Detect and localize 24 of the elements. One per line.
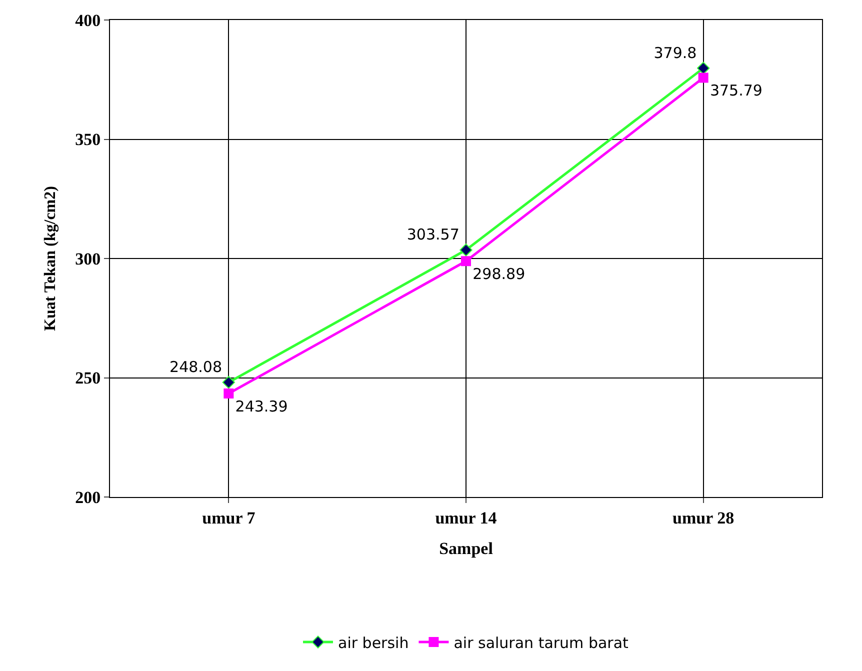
y-tick-label: 350 bbox=[75, 130, 101, 150]
data-label: 379.8 bbox=[654, 44, 697, 62]
data-label: 248.08 bbox=[170, 358, 222, 376]
y-axis-title: Kuat Tekan (kg/cm2) bbox=[42, 186, 59, 331]
point bbox=[698, 72, 708, 83]
point bbox=[224, 388, 234, 399]
y-tick-label: 200 bbox=[75, 488, 101, 507]
y-tick-label: 400 bbox=[75, 10, 101, 30]
y-tick-label: 300 bbox=[75, 249, 101, 268]
data-label: 303.57 bbox=[406, 226, 460, 244]
y-tick-label: 250 bbox=[75, 368, 101, 388]
x-tick-label: umur 14 bbox=[435, 508, 498, 528]
data-label: 298.89 bbox=[472, 265, 526, 284]
legend-label: air saluran tarum barat bbox=[454, 634, 629, 652]
data-label: 375.79 bbox=[710, 82, 762, 100]
data-label: 243.39 bbox=[235, 397, 288, 416]
point bbox=[460, 244, 472, 256]
point bbox=[461, 256, 471, 266]
point bbox=[222, 376, 236, 389]
point bbox=[696, 62, 710, 75]
x-axis-title: Sampel bbox=[439, 538, 494, 558]
x-tick-label: umur 7 bbox=[202, 508, 256, 528]
x-tick-label: umur 28 bbox=[672, 508, 734, 528]
legend-label: air bersih bbox=[338, 634, 409, 652]
